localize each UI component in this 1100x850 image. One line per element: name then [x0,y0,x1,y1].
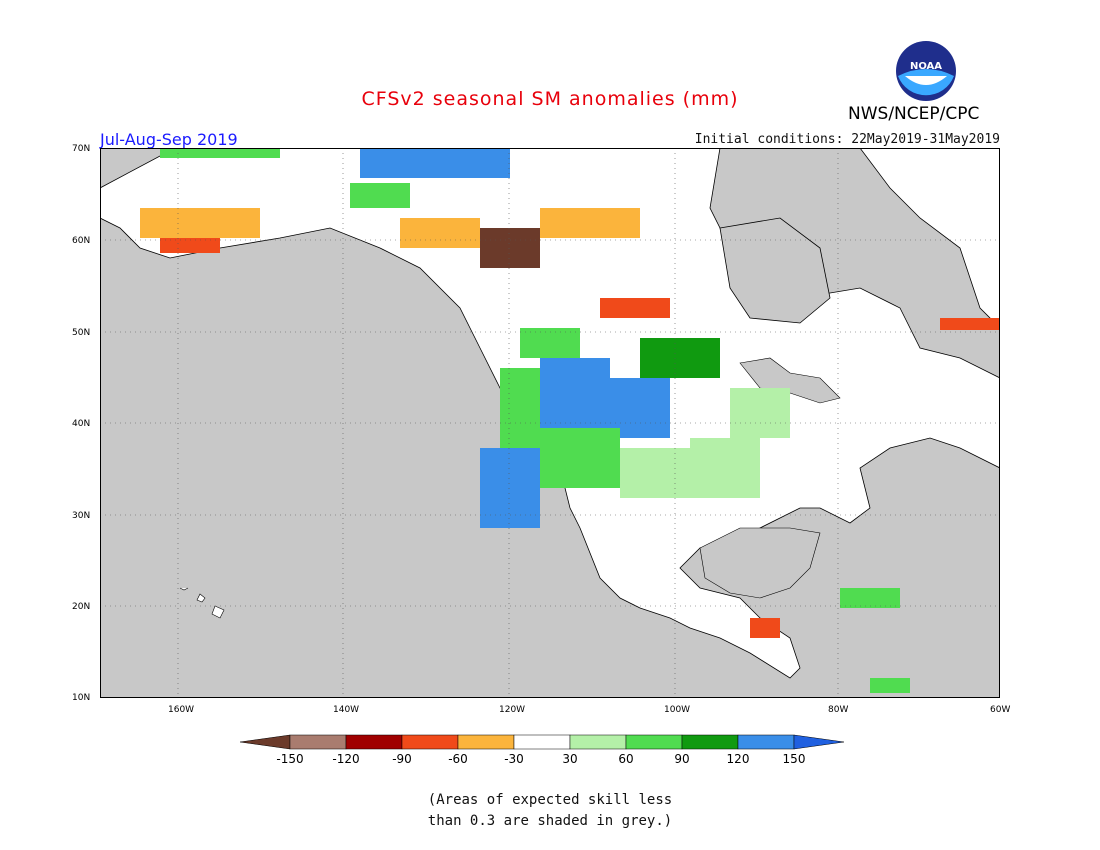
skill-note: (Areas of expected skill less than 0.3 a… [0,790,1100,832]
gulf-of-mexico [699,527,821,599]
legend-tick-label: -90 [392,752,412,766]
legend-swatch [737,734,795,750]
lat-label: 30N [72,511,91,521]
anomaly-patches [140,148,1000,693]
legend-swatch [401,734,459,750]
initial-conditions: Initial conditions: 22May2019-31May2019 [694,132,1000,147]
legend-tick-label: 60 [618,752,634,766]
lon-label: 100W [664,705,691,715]
map-border [100,148,1000,698]
legend-swatch [569,734,627,750]
map-panel [99,147,1001,698]
skill-note-line: (Areas of expected skill less [427,792,673,808]
lat-label: 60N [72,236,91,246]
noaa-logo-icon: NOAA [896,41,956,101]
legend-tick-label: 90 [674,752,690,766]
noaa-logo-text: NOAA [910,61,942,72]
lon-label: 160W [168,705,195,715]
hudson-bay [719,217,831,324]
legend-swatch [625,734,683,750]
legend-tick-label: -30 [504,752,524,766]
legend-swatch-low [240,734,291,750]
lat-label: 10N [72,693,91,703]
legend-tick-label: -120 [332,752,360,766]
lat-label: 50N [72,328,91,338]
dry-anomaly-canada [480,228,540,268]
legend-tick-label: 150 [782,752,806,766]
legend-swatch [681,734,739,750]
legend-colorbar [240,734,845,750]
season-label: Jul-Aug-Sep 2019 [100,130,238,149]
legend-swatch [345,734,403,750]
legend-swatch [289,734,347,750]
map-svg [99,147,1001,698]
lat-label: 20N [72,602,91,612]
legend-tick-label: 30 [562,752,578,766]
agency-label: NWS/NCEP/CPC [848,104,980,124]
legend-tick-label: 120 [726,752,750,766]
skill-note-line: than 0.3 are shaded in grey.) [427,813,673,829]
lat-label: 70N [72,144,91,154]
legend-swatch-high [793,734,845,750]
lon-label: 120W [499,705,526,715]
lon-label: 140W [333,705,360,715]
graticule [100,148,1000,698]
legend-swatch [457,734,515,750]
legend-swatch [513,734,571,750]
lat-label: 40N [72,419,91,429]
hawaii-islands [179,587,225,619]
lon-label: 80W [828,705,849,715]
lon-label: 60W [990,705,1011,715]
legend-tick-label: -150 [276,752,304,766]
wet-anomaly-central-us [540,358,610,428]
map-title: CFSv2 seasonal SM anomalies (mm) [361,88,739,110]
legend-tick-label: -60 [448,752,468,766]
